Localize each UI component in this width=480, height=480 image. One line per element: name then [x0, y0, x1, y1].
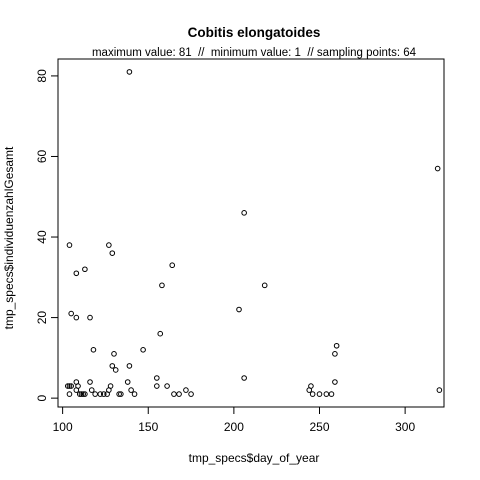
data-point	[171, 391, 177, 397]
data-point	[73, 314, 80, 321]
data-point	[434, 165, 441, 172]
data-point	[157, 330, 164, 337]
data-point	[241, 210, 247, 216]
data-point	[236, 306, 242, 313]
data-point	[66, 391, 73, 397]
x-tick-label: 150	[138, 420, 158, 434]
data-point	[107, 383, 114, 389]
data-point	[308, 383, 314, 389]
data-point	[164, 383, 170, 389]
data-point	[436, 387, 443, 393]
y-tick-label: 60	[35, 149, 49, 163]
data-point	[169, 262, 176, 269]
data-point	[176, 391, 182, 397]
data-point	[100, 391, 107, 397]
data-point	[154, 375, 160, 381]
data-point	[92, 391, 98, 397]
x-tick-label: 250	[309, 420, 329, 434]
data-point	[68, 310, 74, 317]
data-point	[261, 282, 268, 289]
x-axis-label: tmp_specs$day_of_year	[189, 451, 320, 465]
data-point	[323, 391, 330, 397]
data-point	[66, 242, 73, 248]
data-point	[111, 351, 117, 357]
data-point	[309, 391, 316, 397]
data-point	[112, 367, 119, 373]
data-point	[124, 379, 131, 385]
x-tick-label: 100	[53, 420, 73, 434]
data-point	[118, 391, 124, 397]
data-point	[116, 391, 122, 397]
y-tick-label: 40	[35, 230, 49, 244]
data-point	[188, 391, 194, 397]
data-point	[333, 342, 340, 349]
data-point	[90, 347, 97, 353]
data-point	[126, 363, 133, 369]
data-point	[82, 266, 88, 273]
data-point	[87, 379, 93, 385]
chart-title: Cobitis elongatoides	[188, 25, 321, 40]
data-point	[154, 383, 160, 389]
x-tick-label: 200	[224, 420, 244, 434]
data-points	[64, 69, 443, 397]
data-point	[332, 351, 338, 357]
y-axis-label: tmp_specs$individuenzahlGesamt	[2, 146, 16, 329]
data-point	[68, 383, 74, 389]
y-tick-label: 80	[35, 69, 49, 83]
data-point	[106, 242, 112, 248]
data-point	[73, 270, 80, 277]
data-point	[97, 391, 104, 397]
data-point	[159, 282, 165, 289]
data-point	[332, 379, 338, 385]
y-tick-label: 20	[35, 311, 49, 325]
data-point	[82, 391, 88, 397]
data-point	[75, 383, 81, 389]
data-point	[109, 363, 116, 369]
data-point	[328, 391, 335, 397]
data-point	[88, 387, 95, 393]
y-tick-label: 0	[35, 394, 49, 401]
data-point	[126, 69, 133, 75]
data-point	[78, 391, 85, 397]
data-point	[76, 391, 83, 397]
data-point	[183, 387, 189, 393]
data-point	[64, 383, 71, 389]
data-point	[128, 387, 134, 393]
chart-subtitle: maximum value: 81 // minimum value: 1 //…	[92, 47, 417, 59]
data-point	[80, 391, 86, 397]
data-point	[87, 314, 93, 321]
data-point	[109, 250, 116, 256]
x-axis: 100 150 200 250 300	[53, 406, 415, 434]
data-point	[316, 391, 323, 397]
data-point	[66, 383, 73, 389]
x-tick-label: 300	[395, 420, 415, 434]
data-point	[140, 347, 146, 353]
data-point	[241, 375, 247, 381]
data-point	[131, 391, 138, 397]
y-axis: 0 20 40 60 80	[35, 69, 59, 401]
